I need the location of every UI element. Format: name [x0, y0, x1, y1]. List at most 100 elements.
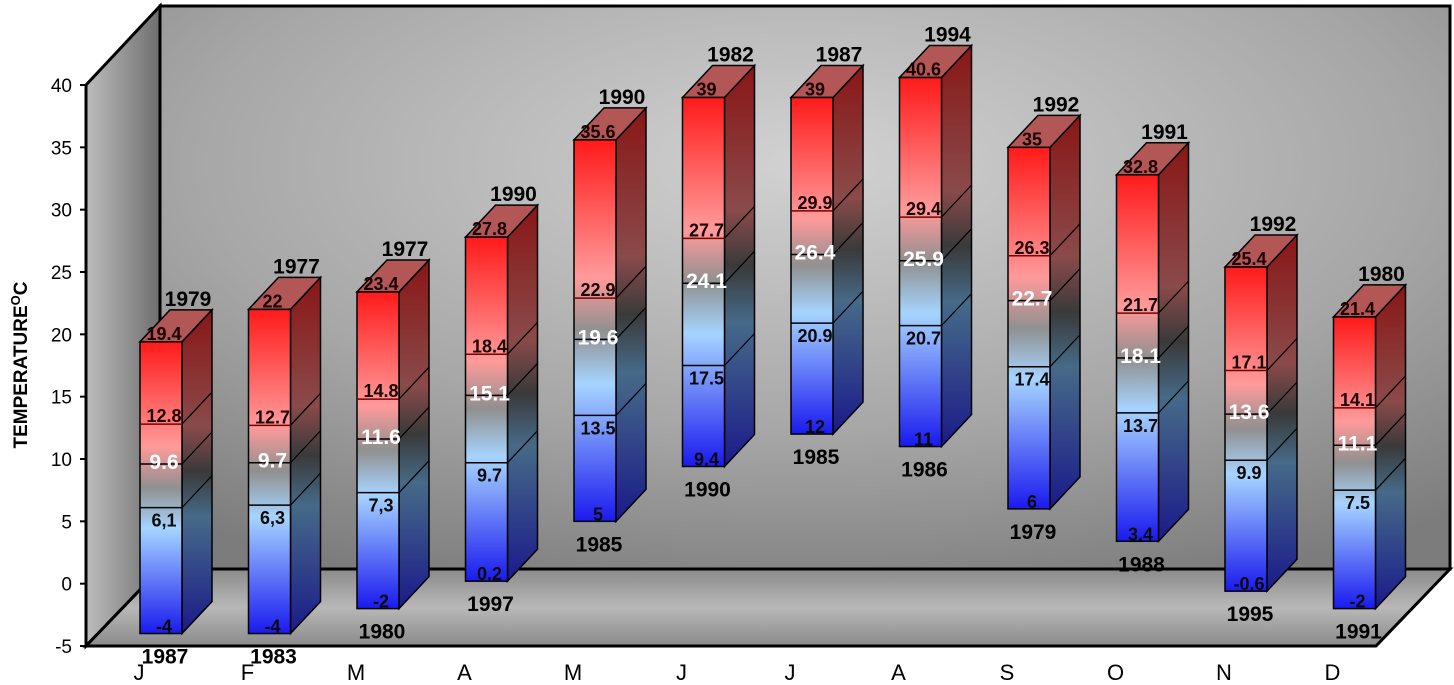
segment-divider-side-low	[1375, 457, 1406, 491]
segment-divider-side-high	[832, 178, 864, 212]
max-year-label: 1991	[1141, 121, 1188, 144]
month-column: 25.4 17.1 13.6 9.9 -0.6 1992 1995 N	[1216, 213, 1299, 685]
value-label-max: 39	[696, 79, 716, 99]
value-label-low: 6,1	[151, 511, 176, 531]
month-column: 40.6 29.4 25.9 20.7 11 1994 1986 A	[891, 24, 974, 685]
value-label-high: 18.4	[472, 336, 507, 356]
value-label-mean: 26.4	[795, 242, 836, 265]
segment-divider-side-low	[832, 290, 864, 324]
max-year-label: 1977	[382, 238, 429, 261]
column-front-face	[1332, 316, 1377, 610]
max-year-label: 1990	[599, 86, 646, 109]
value-label-low: 13.5	[580, 418, 615, 438]
column-front-face	[1007, 146, 1051, 510]
min-year-label: 1983	[250, 646, 297, 669]
value-label-high: 29.4	[906, 199, 941, 219]
segment-divider-side-low	[941, 293, 972, 327]
value-label-max: 21.4	[1340, 299, 1375, 319]
y-tick-label: 40	[51, 76, 72, 97]
column-side-face	[1049, 113, 1081, 511]
value-label-high: 27.7	[689, 220, 724, 240]
column-front-face	[247, 308, 292, 635]
column-front-face	[1224, 266, 1268, 592]
value-label-max: 22	[262, 291, 282, 311]
month-column: 39 27.7 24.1 17.5 9.4 1982 1990 J	[676, 43, 757, 685]
month-column: 21.4 14.1 11.1 7.5 -2 1980 1991 D	[1325, 263, 1408, 685]
value-label-mean: 11.1	[1338, 432, 1378, 455]
max-year-label: 1990	[490, 183, 537, 206]
min-year-label: 1990	[684, 478, 731, 501]
value-label-low: 13.7	[1123, 416, 1158, 436]
max-year-label: 1977	[273, 255, 320, 278]
month-label: J	[785, 660, 796, 685]
segment-divider-side-mean	[1375, 412, 1406, 446]
value-label-high: 14.1	[1340, 390, 1375, 410]
value-label-mean: 24.1	[686, 270, 727, 293]
value-label-max: 25.4	[1231, 249, 1266, 269]
segment-divider-side-mean	[1158, 325, 1189, 359]
month-label: D	[1325, 660, 1341, 685]
y-tick-label: 30	[51, 201, 72, 222]
y-tick-label: 25	[51, 263, 72, 284]
value-label-mean: 19.6	[578, 326, 619, 349]
segment-divider-side-mean	[507, 363, 538, 396]
value-label-high: 22.9	[580, 280, 615, 300]
segment-divider-side-high	[724, 205, 755, 239]
value-label-low: 17.5	[689, 369, 724, 389]
month-label: M	[564, 660, 582, 685]
column-side-face	[1374, 282, 1407, 611]
min-year-label: 1987	[142, 646, 189, 669]
month-label: F	[241, 660, 254, 685]
value-label-mean: 13.6	[1229, 401, 1270, 424]
month-label: A	[457, 660, 472, 685]
column-front-face	[356, 291, 400, 610]
month-label: O	[1107, 660, 1124, 685]
value-label-mean: 15.1	[469, 382, 510, 405]
max-year-label: 1994	[924, 24, 971, 47]
y-tick-label: 0	[61, 575, 72, 596]
value-label-low: 7.5	[1345, 493, 1370, 513]
min-year-label: 1985	[793, 446, 840, 469]
min-year-label: 1997	[467, 593, 514, 616]
value-label-min: 9.4	[694, 449, 719, 469]
segment-divider-side-mean	[615, 306, 647, 340]
value-label-max: 23.4	[363, 274, 398, 294]
min-year-label: 1979	[1010, 521, 1057, 544]
segment-divider-side-mean	[181, 431, 213, 465]
value-label-high: 26.3	[1014, 238, 1049, 258]
max-year-label: 1979	[165, 288, 212, 311]
max-year-label: 1992	[1250, 213, 1297, 236]
column-front-face	[573, 139, 617, 523]
value-label-high: 17.1	[1231, 352, 1266, 372]
max-year-label: 1987	[816, 43, 863, 66]
segment-divider-side-high	[1049, 223, 1081, 257]
y-tick-label: 15	[51, 388, 72, 409]
min-year-label: 1995	[1227, 603, 1274, 626]
y-tick-label: 20	[51, 325, 72, 346]
value-label-high: 12.7	[255, 407, 290, 427]
column-side-face	[506, 203, 539, 584]
column-front-face	[898, 76, 943, 448]
value-label-high: 29.9	[797, 193, 832, 213]
value-label-max: 27.8	[472, 219, 507, 239]
y-tick-label: 5	[61, 512, 72, 533]
column-side-face	[723, 63, 756, 469]
segment-divider-side-high	[941, 184, 972, 218]
value-label-min: -2	[1349, 592, 1365, 612]
column-front-face	[464, 236, 509, 582]
value-label-min: 6	[1027, 492, 1037, 512]
segment-divider-side-high	[181, 391, 213, 425]
value-label-max: 19.4	[146, 324, 181, 344]
value-label-max: 32.8	[1123, 157, 1158, 177]
value-label-min: 0.2	[477, 564, 502, 584]
value-label-min: 5	[593, 504, 603, 524]
month-column: 35 26.3 22.7 17.4 6 1992 1979 S	[1000, 93, 1082, 685]
segment-divider-side-low	[181, 475, 213, 509]
y-tick-label: 35	[51, 138, 72, 159]
value-label-max: 35.6	[580, 122, 615, 142]
segment-divider-side-low	[1266, 427, 1298, 461]
y-tick-label: -5	[55, 637, 72, 658]
column-front-face	[681, 96, 726, 468]
y-axis-label: TEMPERATUREOC	[8, 281, 33, 448]
